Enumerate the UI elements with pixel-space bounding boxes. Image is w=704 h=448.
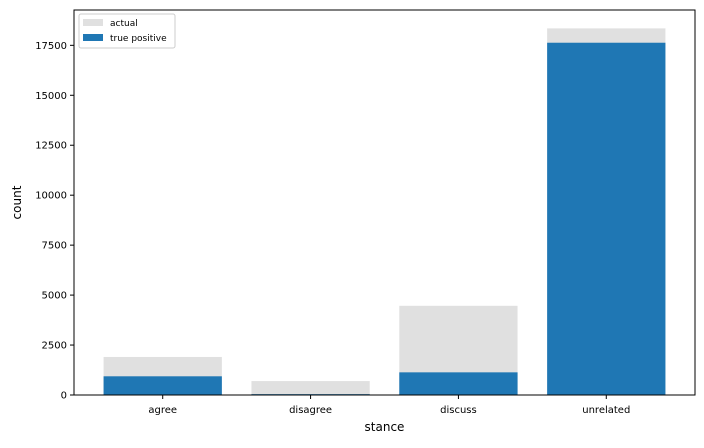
bar-true-positive-discuss bbox=[399, 372, 518, 395]
y-tick-label: 10000 bbox=[35, 191, 67, 202]
x-tick-label: discuss bbox=[440, 405, 477, 416]
y-axis-label: count bbox=[10, 185, 24, 219]
y-tick-label: 2500 bbox=[42, 341, 67, 352]
bar-actual-disagree bbox=[251, 381, 370, 395]
y-tick-label: 7500 bbox=[42, 241, 67, 252]
y-tick-label: 15000 bbox=[35, 91, 67, 102]
legend-swatch-true-positive bbox=[83, 34, 103, 41]
x-tick-label: agree bbox=[148, 405, 177, 416]
plot-frame bbox=[73, 9, 696, 396]
bar-true-positive-agree bbox=[103, 376, 222, 395]
bar-true-positive-unrelated bbox=[547, 42, 666, 395]
y-tick-label: 5000 bbox=[42, 291, 67, 302]
x-tick-label: disagree bbox=[289, 405, 332, 416]
axes-group: 0 2500 5000 7500 10000 12500 15000 17500 agree di… bbox=[35, 9, 696, 416]
legend-swatch-actual bbox=[83, 19, 103, 26]
y-tick-label: 12500 bbox=[35, 141, 67, 152]
legend: actual true positive bbox=[78, 13, 176, 49]
bars-group bbox=[103, 28, 666, 396]
legend-label-true-positive: true positive bbox=[110, 34, 167, 44]
x-axis-label: stance bbox=[365, 420, 405, 434]
y-tick-label: 0 bbox=[61, 391, 67, 402]
x-tick-label: unrelated bbox=[582, 405, 630, 416]
y-tick-label: 17500 bbox=[35, 41, 67, 52]
legend-label-actual: actual bbox=[110, 19, 138, 29]
